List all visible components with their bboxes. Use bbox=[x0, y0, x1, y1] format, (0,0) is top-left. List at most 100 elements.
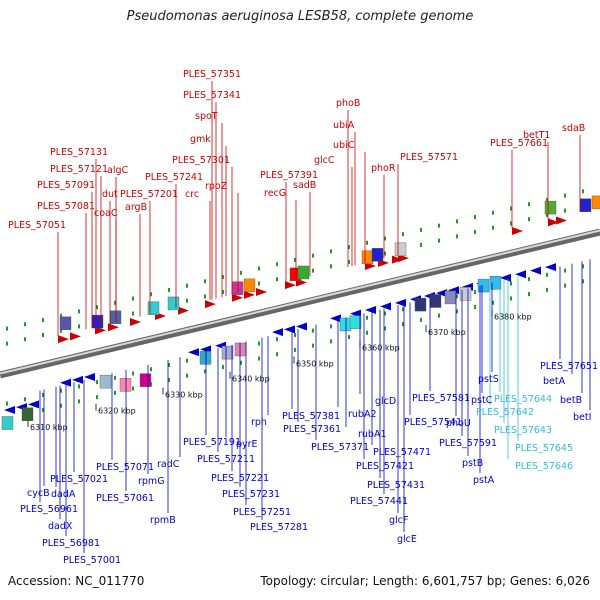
gene-label: PLES_57581 bbox=[412, 393, 470, 404]
gene-label: PLES_57391 bbox=[260, 170, 318, 181]
tick-mark bbox=[330, 249, 332, 254]
gene-label: PLES_57061 bbox=[96, 493, 154, 504]
gene-label: PLES_57645 bbox=[515, 443, 573, 454]
tick-mark bbox=[6, 326, 8, 331]
tick-mark bbox=[492, 300, 494, 305]
tick-mark bbox=[312, 343, 314, 348]
kbp-label: 6330 kbp bbox=[165, 391, 203, 400]
reverse-gene-arrow bbox=[188, 348, 199, 357]
tick-mark bbox=[78, 384, 80, 389]
tick-mark bbox=[168, 362, 170, 367]
gene-label: betA bbox=[543, 376, 566, 387]
tick-mark bbox=[582, 264, 584, 269]
tick-mark bbox=[96, 380, 98, 385]
tick-mark bbox=[60, 313, 62, 318]
gene-label: PLES_57251 bbox=[233, 507, 291, 518]
gene-label: glcE bbox=[397, 534, 417, 545]
reverse-gene-arrow bbox=[60, 378, 71, 387]
forward-gene-arrow bbox=[130, 318, 141, 327]
tick-mark bbox=[114, 300, 116, 305]
gene-label: PLES_57211 bbox=[197, 454, 255, 465]
tick-mark bbox=[78, 324, 80, 329]
tick-mark bbox=[546, 197, 548, 202]
forward-gene-arrow bbox=[512, 226, 523, 235]
gene-block bbox=[591, 195, 600, 210]
tick-mark bbox=[186, 298, 188, 303]
tick-mark bbox=[366, 240, 368, 245]
gene-label: PLES_57131 bbox=[50, 147, 108, 158]
tick-mark bbox=[186, 358, 188, 363]
gene-block bbox=[429, 294, 442, 308]
gene-label: rpoZ bbox=[205, 181, 228, 192]
gene-block bbox=[1, 416, 14, 430]
gene-label: PLES_57341 bbox=[183, 90, 241, 101]
tick-mark bbox=[456, 234, 458, 239]
gene-label: PLES_56961 bbox=[20, 504, 78, 515]
gene-label: dut bbox=[102, 189, 118, 200]
tick-mark bbox=[204, 369, 206, 374]
tick-mark bbox=[222, 290, 224, 295]
kbp-label: 6320 kbp bbox=[98, 407, 136, 416]
tick-mark bbox=[132, 296, 134, 301]
gene-block bbox=[414, 297, 427, 312]
gene-label: PLES_57642 bbox=[476, 407, 534, 418]
tick-mark bbox=[564, 193, 566, 198]
tick-mark bbox=[24, 322, 26, 327]
tick-mark bbox=[474, 290, 476, 295]
tick-mark bbox=[186, 283, 188, 288]
reverse-gene-arrow bbox=[530, 266, 541, 275]
gene-label: PLES_57541 bbox=[404, 417, 462, 428]
tick-mark bbox=[348, 335, 350, 340]
tick-mark bbox=[546, 287, 548, 292]
gene-label: phoR bbox=[371, 163, 396, 174]
tick-mark bbox=[60, 388, 62, 393]
tick-mark bbox=[384, 311, 386, 316]
tick-mark bbox=[312, 253, 314, 258]
gene-label: PLES_57001 bbox=[63, 555, 121, 566]
tick-mark bbox=[312, 268, 314, 273]
gene-label: ubiA bbox=[333, 120, 355, 131]
kbp-label: 6350 kbp bbox=[296, 359, 334, 368]
tick-mark bbox=[438, 313, 440, 318]
gene-block bbox=[119, 378, 132, 392]
gene-label: PLES_57421 bbox=[356, 461, 414, 472]
tick-mark bbox=[60, 403, 62, 408]
tick-mark bbox=[42, 392, 44, 397]
tick-mark bbox=[402, 322, 404, 327]
gene-block bbox=[579, 198, 592, 212]
tick-mark bbox=[294, 257, 296, 262]
gene-block bbox=[297, 265, 310, 280]
reverse-gene-arrow bbox=[365, 306, 376, 315]
tick-mark bbox=[258, 356, 260, 361]
page-title: Pseudomonas aeruginosa LESB58, complete … bbox=[126, 9, 474, 24]
tick-mark bbox=[78, 399, 80, 404]
tick-mark bbox=[528, 202, 530, 207]
tick-mark bbox=[510, 296, 512, 301]
kbp-label: 6380 kbp bbox=[494, 312, 532, 321]
tick-mark bbox=[150, 292, 152, 297]
tick-mark bbox=[132, 371, 134, 376]
tick-mark bbox=[546, 212, 548, 217]
kbp-label: 6310 kbp bbox=[30, 423, 68, 432]
gene-label: betB bbox=[560, 395, 582, 406]
tick-mark bbox=[348, 260, 350, 265]
tick-mark bbox=[330, 324, 332, 329]
tick-mark bbox=[474, 215, 476, 220]
gene-label: sadB bbox=[293, 180, 316, 191]
tick-mark bbox=[456, 219, 458, 224]
forward-gene-arrow bbox=[398, 254, 409, 263]
gene-label: glcC bbox=[314, 155, 335, 166]
gene-label: crc bbox=[185, 189, 199, 200]
reverse-gene-arrow bbox=[84, 372, 95, 381]
gene-label: PLES_57571 bbox=[400, 152, 458, 163]
gene-block bbox=[231, 281, 244, 295]
tick-mark bbox=[150, 367, 152, 372]
gene-label: pyrE bbox=[236, 439, 258, 450]
tick-mark bbox=[168, 287, 170, 292]
tick-mark bbox=[420, 227, 422, 232]
forward-gene-arrow bbox=[178, 306, 189, 315]
reverse-gene-arrow bbox=[515, 270, 526, 279]
gene-label: PLES_57471 bbox=[373, 447, 431, 458]
tick-mark bbox=[168, 377, 170, 382]
gene-label: PLES_57644 bbox=[494, 394, 552, 405]
